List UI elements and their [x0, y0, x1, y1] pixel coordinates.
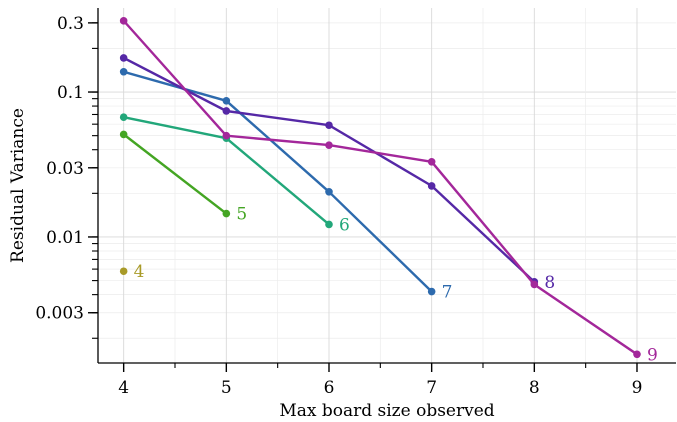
x-axis-title: Max board size observed [279, 401, 494, 421]
data-point-8 [222, 107, 231, 115]
series-7 [119, 67, 436, 296]
series-end-label-5: 5 [236, 205, 247, 225]
data-point-5 [222, 209, 231, 218]
data-point-8 [119, 54, 128, 62]
series-end-label-8: 8 [544, 273, 555, 293]
series-end-label-9: 9 [647, 345, 658, 365]
series-line-7 [122, 70, 433, 293]
x-tick-label: 9 [632, 378, 643, 398]
data-point-7 [222, 96, 231, 105]
x-tick-label: 8 [529, 378, 540, 398]
y-tick-label: 0.01 [46, 228, 84, 248]
data-point-9 [119, 17, 128, 25]
data-point-9 [633, 350, 641, 359]
series-line-9 [122, 19, 639, 356]
data-point-9 [222, 131, 231, 140]
y-axis-title: Residual Variance [8, 108, 28, 263]
series-5 [119, 130, 231, 218]
axes [88, 8, 676, 372]
data-point-7 [427, 287, 436, 296]
y-tick-label: 0.3 [57, 14, 84, 34]
series-9 [119, 17, 641, 359]
data-point-4 [119, 267, 128, 276]
y-tick-label: 0.03 [46, 159, 84, 179]
series-end-label-6: 6 [339, 215, 350, 235]
series-end-label-4: 4 [134, 262, 145, 282]
data-point-9 [427, 158, 436, 166]
data-point-9 [325, 141, 333, 149]
data-point-7 [119, 67, 128, 76]
data-point-6 [119, 113, 128, 122]
data-point-8 [325, 121, 333, 130]
data-point-5 [119, 130, 128, 139]
data-point-8 [427, 182, 436, 190]
data-point-9 [530, 280, 539, 289]
series-end-label-7: 7 [442, 283, 453, 303]
series-4 [119, 267, 128, 276]
data-point-7 [325, 187, 333, 196]
labels: 4 5 6 7 8 9 0.003 0.01 0.03 0.1 0.3 4 5 6 7 8 9 Max board… [8, 14, 658, 421]
series-line-5 [122, 133, 228, 215]
x-tick-label: 5 [221, 378, 232, 398]
x-tick-label: 6 [324, 378, 335, 398]
x-tick-label: 4 [118, 378, 129, 398]
y-tick-label: 0.1 [57, 83, 84, 103]
series-layer [119, 17, 641, 359]
y-tick-label: 0.003 [35, 304, 84, 324]
data-point-6 [325, 220, 333, 229]
grid [98, 8, 676, 363]
x-tick-label: 7 [426, 378, 437, 398]
